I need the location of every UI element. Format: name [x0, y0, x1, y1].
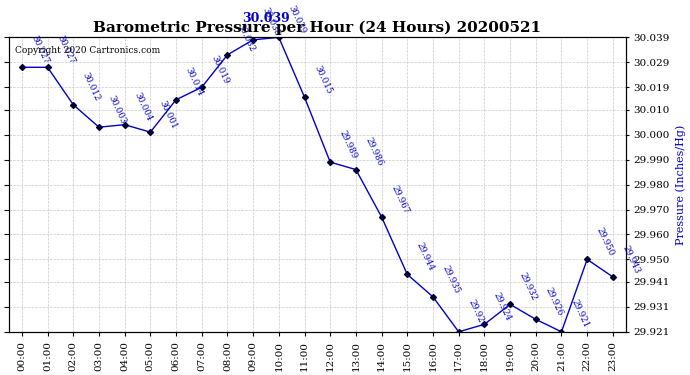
- Text: 30.027: 30.027: [55, 34, 77, 65]
- Text: 30.019: 30.019: [210, 54, 230, 85]
- Text: 30.014: 30.014: [184, 66, 205, 98]
- Text: 30.027: 30.027: [30, 34, 50, 65]
- Text: 29.943: 29.943: [620, 244, 642, 275]
- Text: Copyright 2020 Cartronics.com: Copyright 2020 Cartronics.com: [15, 46, 161, 55]
- Text: 30.004: 30.004: [132, 91, 153, 123]
- Text: 29.926: 29.926: [544, 286, 564, 317]
- Text: 30.015: 30.015: [313, 64, 333, 95]
- Text: 30.001: 30.001: [158, 99, 179, 130]
- Text: 30.032: 30.032: [235, 22, 256, 53]
- Text: 29.944: 29.944: [415, 241, 436, 272]
- Text: 29.989: 29.989: [338, 129, 359, 160]
- Text: 29.935: 29.935: [441, 264, 462, 295]
- Text: 30.012: 30.012: [81, 71, 102, 103]
- Text: 30.003: 30.003: [107, 94, 128, 125]
- Text: 30.039: 30.039: [242, 12, 290, 25]
- Y-axis label: Pressure (Inches/Hg): Pressure (Inches/Hg): [676, 124, 686, 245]
- Text: 29.986: 29.986: [364, 136, 384, 168]
- Text: 29.924: 29.924: [492, 291, 513, 322]
- Text: 30.039: 30.039: [286, 4, 308, 35]
- Text: 29.950: 29.950: [595, 226, 616, 258]
- Text: 30.038: 30.038: [261, 6, 282, 38]
- Text: 29.967: 29.967: [389, 184, 411, 215]
- Text: 29.921: 29.921: [569, 298, 590, 330]
- Text: 29.921: 29.921: [466, 298, 487, 330]
- Text: 29.932: 29.932: [518, 271, 539, 302]
- Title: Barometric Pressure per Hour (24 Hours) 20200521: Barometric Pressure per Hour (24 Hours) …: [93, 20, 542, 35]
